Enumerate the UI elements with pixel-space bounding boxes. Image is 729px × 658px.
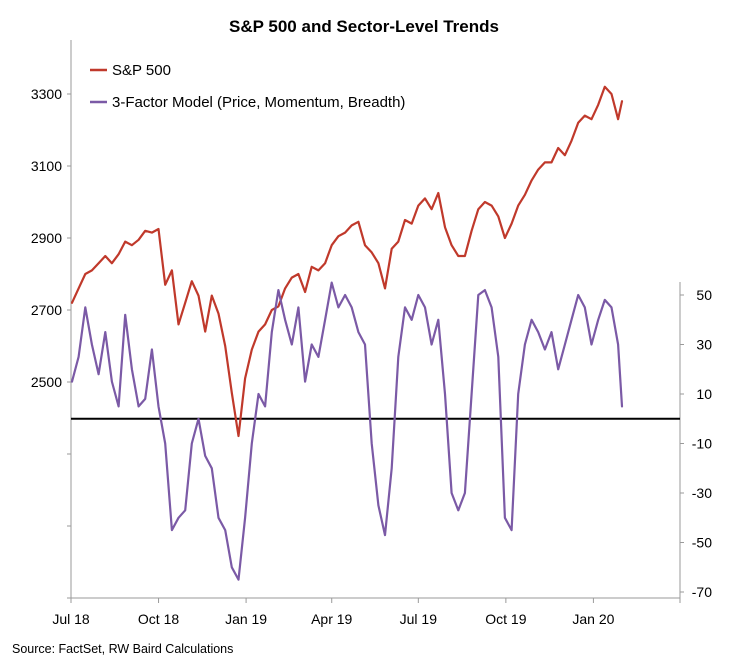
chart-title: S&P 500 and Sector-Level Trends <box>229 17 499 36</box>
x-axis-ticks: Jul 18 Oct 18 Jan 19 Apr 19 Jul 19 Oct 19 Jan … <box>52 598 681 627</box>
x-tick-label: Oct 18 <box>138 611 179 627</box>
x-tick-label: Oct 19 <box>485 611 526 627</box>
left-tick-label: 2900 <box>31 230 62 246</box>
right-tick-label: -10 <box>692 436 712 452</box>
right-tick-label: -50 <box>692 535 712 551</box>
right-tick-label: 50 <box>696 287 712 303</box>
x-tick-label: Jan 19 <box>225 611 267 627</box>
left-tick-label: 2700 <box>31 302 62 318</box>
x-tick-label: Jul 19 <box>400 611 438 627</box>
left-axis-ticks: 2500 2700 2900 3100 3300 <box>31 86 71 599</box>
left-tick-label: 3300 <box>31 86 62 102</box>
right-axis-ticks: 50 30 10 -10 -30 -50 -70 <box>680 287 712 600</box>
source-note: Source: FactSet, RW Baird Calculations <box>12 642 233 656</box>
right-tick-label: 10 <box>696 386 712 402</box>
right-tick-label: 30 <box>696 337 712 353</box>
x-tick-label: Jan 20 <box>572 611 614 627</box>
legend-label-3-factor-model: 3-Factor Model (Price, Momentum, Breadth… <box>112 94 405 111</box>
right-tick-label: -30 <box>692 485 712 501</box>
legend-item-sp500: S&P 500 <box>90 62 171 79</box>
x-tick-label: Jul 18 <box>52 611 90 627</box>
left-tick-label: 3100 <box>31 158 62 174</box>
right-tick-label: -70 <box>692 584 712 600</box>
three-factor-model-line <box>70 281 624 581</box>
legend: S&P 500 3-Factor Model (Price, Momentum,… <box>90 62 405 111</box>
sp500-line <box>70 85 624 438</box>
legend-item-3-factor-model: 3-Factor Model (Price, Momentum, Breadth… <box>90 94 405 111</box>
left-tick-label: 2500 <box>31 374 62 390</box>
x-tick-label: Apr 19 <box>311 611 352 627</box>
legend-label-sp500: S&P 500 <box>112 62 171 79</box>
series-lines <box>70 85 624 581</box>
